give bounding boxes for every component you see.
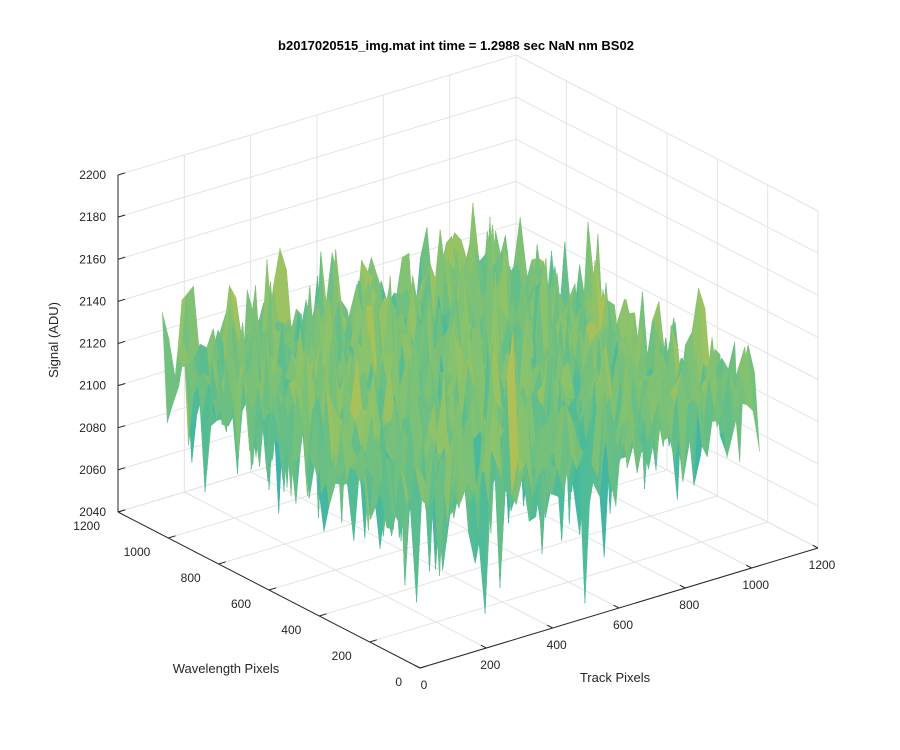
z-tick-label: 2140: [79, 294, 106, 308]
grid-line-wall-z: [117, 138, 517, 260]
x-tick-mark: [546, 624, 553, 629]
x-tick-mark: [679, 584, 686, 589]
y-tick-label: 200: [332, 649, 352, 663]
z-tick-mark: [117, 172, 126, 176]
grid-line-wall-z: [117, 96, 517, 218]
x-tick-label: 200: [480, 658, 500, 672]
x-tick-mark: [745, 564, 752, 569]
x-axis-label: Track Pixels: [580, 670, 651, 685]
z-tick-label: 2200: [79, 168, 106, 182]
grid-line-wall-z: [117, 54, 517, 176]
y-tick-label: 600: [231, 597, 251, 611]
grid-line-wall-z: [515, 96, 819, 254]
x-tick-label: 1000: [742, 578, 769, 592]
grid-line-wall-z: [515, 180, 819, 338]
z-tick-mark: [117, 383, 126, 387]
z-tick-mark: [117, 467, 126, 471]
x-tick-label: 800: [679, 598, 699, 612]
grid-line-floor-y: [369, 521, 768, 643]
y-axis-label: Wavelength Pixels: [173, 661, 280, 676]
y-tick-label: 400: [281, 623, 301, 637]
z-tick-label: 2040: [79, 505, 106, 519]
y-tick-mark: [369, 639, 377, 643]
grid-line-wall-z: [515, 138, 819, 296]
grid-line-wall-z: [117, 180, 517, 302]
z-tick-mark: [117, 214, 126, 218]
surface-patch: [414, 466, 427, 501]
x-tick-label: 1200: [809, 558, 836, 572]
y-tick-mark: [268, 587, 277, 591]
grid-line-wall-z: [515, 223, 819, 380]
y-tick-mark: [218, 561, 226, 565]
z-tick-label: 2120: [79, 337, 106, 351]
z-tick-mark: [117, 509, 126, 513]
surface-plot: [162, 202, 760, 614]
y-tick-label: 0: [395, 675, 402, 689]
x-tick-mark: [414, 664, 421, 669]
x-tick-mark: [613, 604, 620, 609]
z-axis-label: Signal (ADU): [46, 302, 61, 378]
x-tick-mark: [480, 644, 487, 649]
z-tick-mark: [117, 298, 126, 302]
z-tick-label: 2180: [79, 210, 106, 224]
y-tick-label: 800: [181, 571, 201, 585]
y-tick-mark: [319, 613, 327, 617]
chart-title: b2017020515_img.mat int time = 1.2988 se…: [278, 38, 634, 53]
y-tick-mark: [168, 535, 176, 539]
z-tick-mark: [117, 340, 126, 344]
x-tick-label: 0: [421, 678, 428, 692]
z-tick-label: 2160: [79, 252, 106, 266]
x-tick-label: 600: [613, 618, 633, 632]
grid-line-floor-y: [319, 495, 718, 617]
grid-line-wall-z: [515, 54, 819, 212]
x-axis-ticks: 0 200 400 600 800 1000 1200: [414, 544, 836, 692]
y-tick-mark: [419, 665, 428, 669]
z-tick-label: 2080: [79, 421, 106, 435]
z-tick-label: 2100: [79, 379, 106, 393]
x-tick-mark: [812, 544, 819, 549]
y-tick-label: 1000: [124, 545, 151, 559]
y-tick-label: 1200: [73, 519, 100, 533]
z-tick-mark: [117, 425, 126, 429]
x-tick-label: 400: [547, 638, 567, 652]
z-axis-ticks: 2040 2060 2080 2100 2120 2140 2160 2180 2200: [79, 168, 126, 519]
z-tick-label: 2060: [79, 463, 106, 477]
z-tick-mark: [117, 256, 126, 260]
y-axis-ticks: 0 200 400 600 800 1000 1200: [73, 509, 428, 689]
